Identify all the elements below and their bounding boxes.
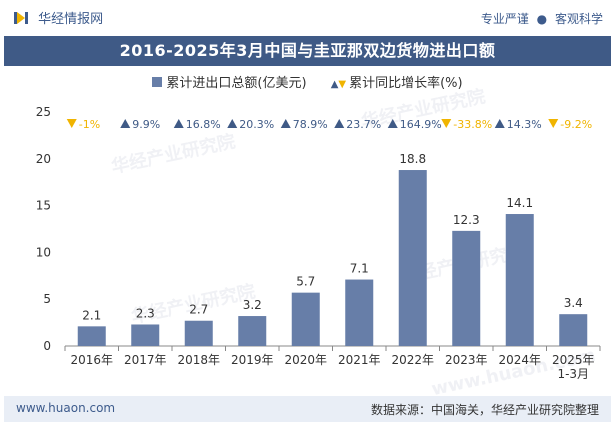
triangle-up-icon: ▲ bbox=[330, 79, 339, 90]
x-tick-label: 1-3月 bbox=[557, 367, 589, 381]
tagline-separator: ● bbox=[536, 12, 548, 26]
growth-label: -9.2% bbox=[560, 118, 592, 131]
bar-value-label: 2.3 bbox=[136, 306, 155, 320]
x-tick-label: 2022年 bbox=[391, 353, 434, 367]
bar bbox=[345, 279, 374, 346]
bar bbox=[77, 326, 106, 346]
x-tick-label: 2017年 bbox=[124, 353, 167, 367]
bar bbox=[505, 214, 534, 346]
x-tick-label: 2021年 bbox=[338, 353, 381, 367]
bar-chart: 0 5 10 15 20 25 2.1 2016年 -1% 2.3 2017年 9.9% 2.7 2018… bbox=[36, 105, 601, 381]
growth-up-marker bbox=[387, 119, 398, 128]
growth-label: 14.3% bbox=[507, 118, 542, 131]
bar bbox=[452, 230, 481, 346]
legend-item-total[interactable]: 累计进出口总额(亿美元) bbox=[152, 72, 307, 91]
x-tick-label: 2024年 bbox=[498, 353, 541, 367]
brand[interactable]: 华经情报网 bbox=[14, 8, 103, 27]
tagline: 专业严谨 ● 客观科学 bbox=[481, 10, 603, 27]
growth-up-marker bbox=[173, 119, 184, 128]
bar-value-label: 14.1 bbox=[506, 196, 533, 210]
growth-label: 9.9% bbox=[132, 118, 160, 131]
x-tick-label: 2025年 bbox=[552, 353, 595, 367]
tagline-left: 专业严谨 bbox=[480, 12, 529, 26]
title-bar: 2016-2025年3月中国与圭亚那双边货物进出口额 bbox=[4, 36, 611, 66]
growth-up-marker bbox=[280, 119, 291, 128]
growth-label: 20.3% bbox=[239, 118, 274, 131]
x-tick-label: 2023年 bbox=[445, 353, 488, 367]
bar-value-label: 3.4 bbox=[564, 296, 583, 310]
growth-label: -1% bbox=[79, 118, 100, 131]
triangle-down-icon: ▼ bbox=[338, 79, 347, 90]
legend-item-growth[interactable]: ▲▼ 累计同比增长率(%) bbox=[331, 72, 463, 91]
legend: 累计进出口总额(亿美元) ▲▼ 累计同比增长率(%) bbox=[0, 72, 615, 91]
bar bbox=[291, 292, 320, 346]
x-tick-label: 2016年 bbox=[70, 353, 113, 367]
growth-down-marker bbox=[548, 119, 559, 128]
legend-bar-swatch bbox=[152, 77, 163, 87]
brand-name: 华经情报网 bbox=[38, 12, 104, 27]
y-tick-label: 0 bbox=[43, 339, 51, 353]
growth-up-marker bbox=[227, 119, 238, 128]
y-tick-label: 20 bbox=[36, 152, 51, 166]
growth-label: 164.9% bbox=[400, 118, 442, 131]
bar bbox=[238, 316, 267, 346]
bar bbox=[398, 170, 427, 346]
footer-source: 数据来源：中国海关，华经产业研究院整理 bbox=[370, 403, 599, 417]
bar bbox=[559, 314, 588, 346]
growth-label: 78.9% bbox=[293, 118, 328, 131]
y-tick-label: 10 bbox=[36, 245, 51, 259]
bar-value-label: 2.1 bbox=[82, 308, 101, 322]
x-tick-label: 2018年 bbox=[177, 353, 220, 367]
footer-url[interactable]: www.huaon.com bbox=[16, 401, 116, 415]
bar-value-label: 5.7 bbox=[296, 275, 315, 289]
bar bbox=[131, 324, 160, 346]
footer: www.huaon.com 数据来源：中国海关，华经产业研究院整理 bbox=[4, 396, 611, 422]
brand-logo-icon bbox=[14, 12, 28, 24]
bar bbox=[184, 320, 213, 346]
legend-label-total: 累计进出口总额(亿美元) bbox=[166, 76, 307, 91]
bar-value-label: 18.8 bbox=[399, 152, 426, 166]
growth-down-marker bbox=[66, 119, 77, 128]
growth-label: 16.8% bbox=[186, 118, 221, 131]
growth-up-marker bbox=[120, 119, 131, 128]
growth-up-marker bbox=[334, 119, 345, 128]
growth-up-marker bbox=[494, 119, 505, 128]
bar-value-label: 7.1 bbox=[350, 262, 369, 276]
y-tick-label: 25 bbox=[36, 105, 51, 119]
bar-value-label: 2.7 bbox=[189, 303, 208, 317]
legend-label-growth: 累计同比增长率(%) bbox=[349, 76, 463, 91]
y-tick-label: 5 bbox=[43, 292, 51, 306]
tagline-right: 客观科学 bbox=[554, 12, 603, 26]
x-tick-label: 2019年 bbox=[231, 353, 274, 367]
x-tick-label: 2020年 bbox=[284, 353, 327, 367]
bar-value-label: 3.2 bbox=[243, 298, 262, 312]
growth-label: 23.7% bbox=[346, 118, 381, 131]
growth-label: -33.8% bbox=[453, 118, 492, 131]
bar-value-label: 12.3 bbox=[453, 213, 480, 227]
top-bar: 华经情报网 专业严谨 ● 客观科学 bbox=[0, 0, 615, 36]
chart-title: 2016-2025年3月中国与圭亚那双边货物进出口额 bbox=[119, 41, 496, 60]
growth-down-marker bbox=[441, 119, 452, 128]
y-tick-label: 15 bbox=[36, 199, 51, 213]
